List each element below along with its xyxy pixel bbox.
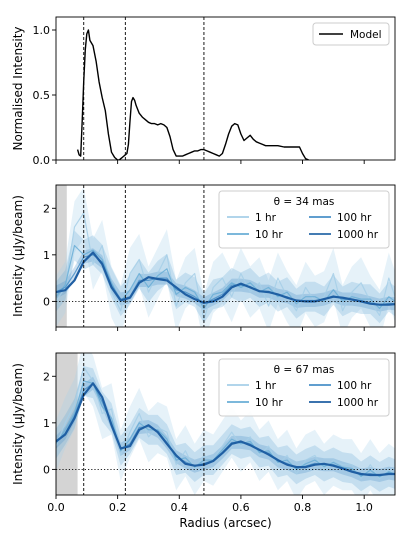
y-tick-label: 1 bbox=[43, 249, 50, 262]
axes-frame bbox=[55, 352, 396, 496]
legend-label: 1000 hr bbox=[337, 229, 379, 241]
y-tick-label: 0.0 bbox=[33, 154, 51, 167]
y-tick-label: 0 bbox=[43, 463, 50, 476]
x-tick-label: 1.0 bbox=[355, 501, 373, 514]
y-tick-label: 1.0 bbox=[33, 24, 51, 37]
legend-title: θ = 34 mas bbox=[274, 196, 335, 208]
panel-1: 0.0 0.5 1.0 Normalised Intensity Model bbox=[11, 16, 396, 167]
error-band-1-hr bbox=[56, 187, 395, 327]
legend-label: 100 hr bbox=[337, 212, 372, 224]
legend-box bbox=[218, 358, 390, 417]
y-tick-label: 0 bbox=[43, 295, 50, 308]
plot-area bbox=[76, 17, 309, 160]
y-axis-label: Intensity (μJy/beam) bbox=[11, 363, 25, 485]
axes-frame bbox=[55, 16, 396, 161]
y-tick-label: 2 bbox=[43, 202, 50, 215]
legend-label: 10 hr bbox=[255, 229, 283, 241]
y-tick-label: 2 bbox=[43, 370, 50, 383]
series-line-1000-hr bbox=[56, 251, 395, 306]
y-tick-label: 1 bbox=[43, 417, 50, 430]
legend-label: Model bbox=[350, 29, 382, 41]
legend-label: 10 hr bbox=[255, 397, 283, 409]
y-tick-label: 0.5 bbox=[33, 89, 51, 102]
beam-shade bbox=[56, 353, 78, 495]
series-line-1-hr bbox=[56, 366, 395, 480]
legend-box bbox=[312, 22, 390, 46]
legend-box bbox=[218, 190, 390, 249]
error-band-10-hr bbox=[56, 366, 395, 492]
plot-area bbox=[56, 185, 395, 327]
series-line-1000-hr bbox=[56, 382, 395, 477]
axes-frame bbox=[55, 184, 396, 328]
legend-label: 1 hr bbox=[255, 380, 277, 392]
x-tick-label: 0.6 bbox=[232, 501, 250, 514]
series-line-model bbox=[76, 29, 309, 160]
series-line-10-hr bbox=[56, 380, 395, 478]
x-axis-label: Radius (arcsec) bbox=[179, 516, 271, 530]
legend-label: 100 hr bbox=[337, 380, 372, 392]
panel-3: 0 1 2 0.0 0.2 0.4 0.6 0.8 1.0 Intensity (μJy/beam… bbox=[11, 352, 396, 530]
plot-area bbox=[56, 353, 395, 495]
legend-title: θ = 67 mas bbox=[274, 364, 335, 376]
y-axis-label: Normalised Intensity bbox=[11, 26, 25, 150]
x-tick-label: 0.2 bbox=[109, 501, 127, 514]
legend-label: 1 hr bbox=[255, 212, 277, 224]
series-line-10-hr bbox=[56, 244, 395, 309]
x-tick-label: 0.0 bbox=[47, 501, 65, 514]
legend-label: 1000 hr bbox=[337, 397, 379, 409]
x-tick-label: 0.4 bbox=[171, 501, 189, 514]
error-band-1-hr bbox=[56, 353, 395, 495]
beam-shade bbox=[56, 185, 67, 327]
x-tick-label: 0.8 bbox=[294, 501, 312, 514]
error-band-100-hr bbox=[56, 248, 395, 312]
y-axis-label: Intensity (μJy/beam) bbox=[11, 195, 25, 317]
panel-2: 0 1 2 Intensity (μJy/beam) θ = 34 mas 1 hr 100… bbox=[11, 184, 396, 331]
